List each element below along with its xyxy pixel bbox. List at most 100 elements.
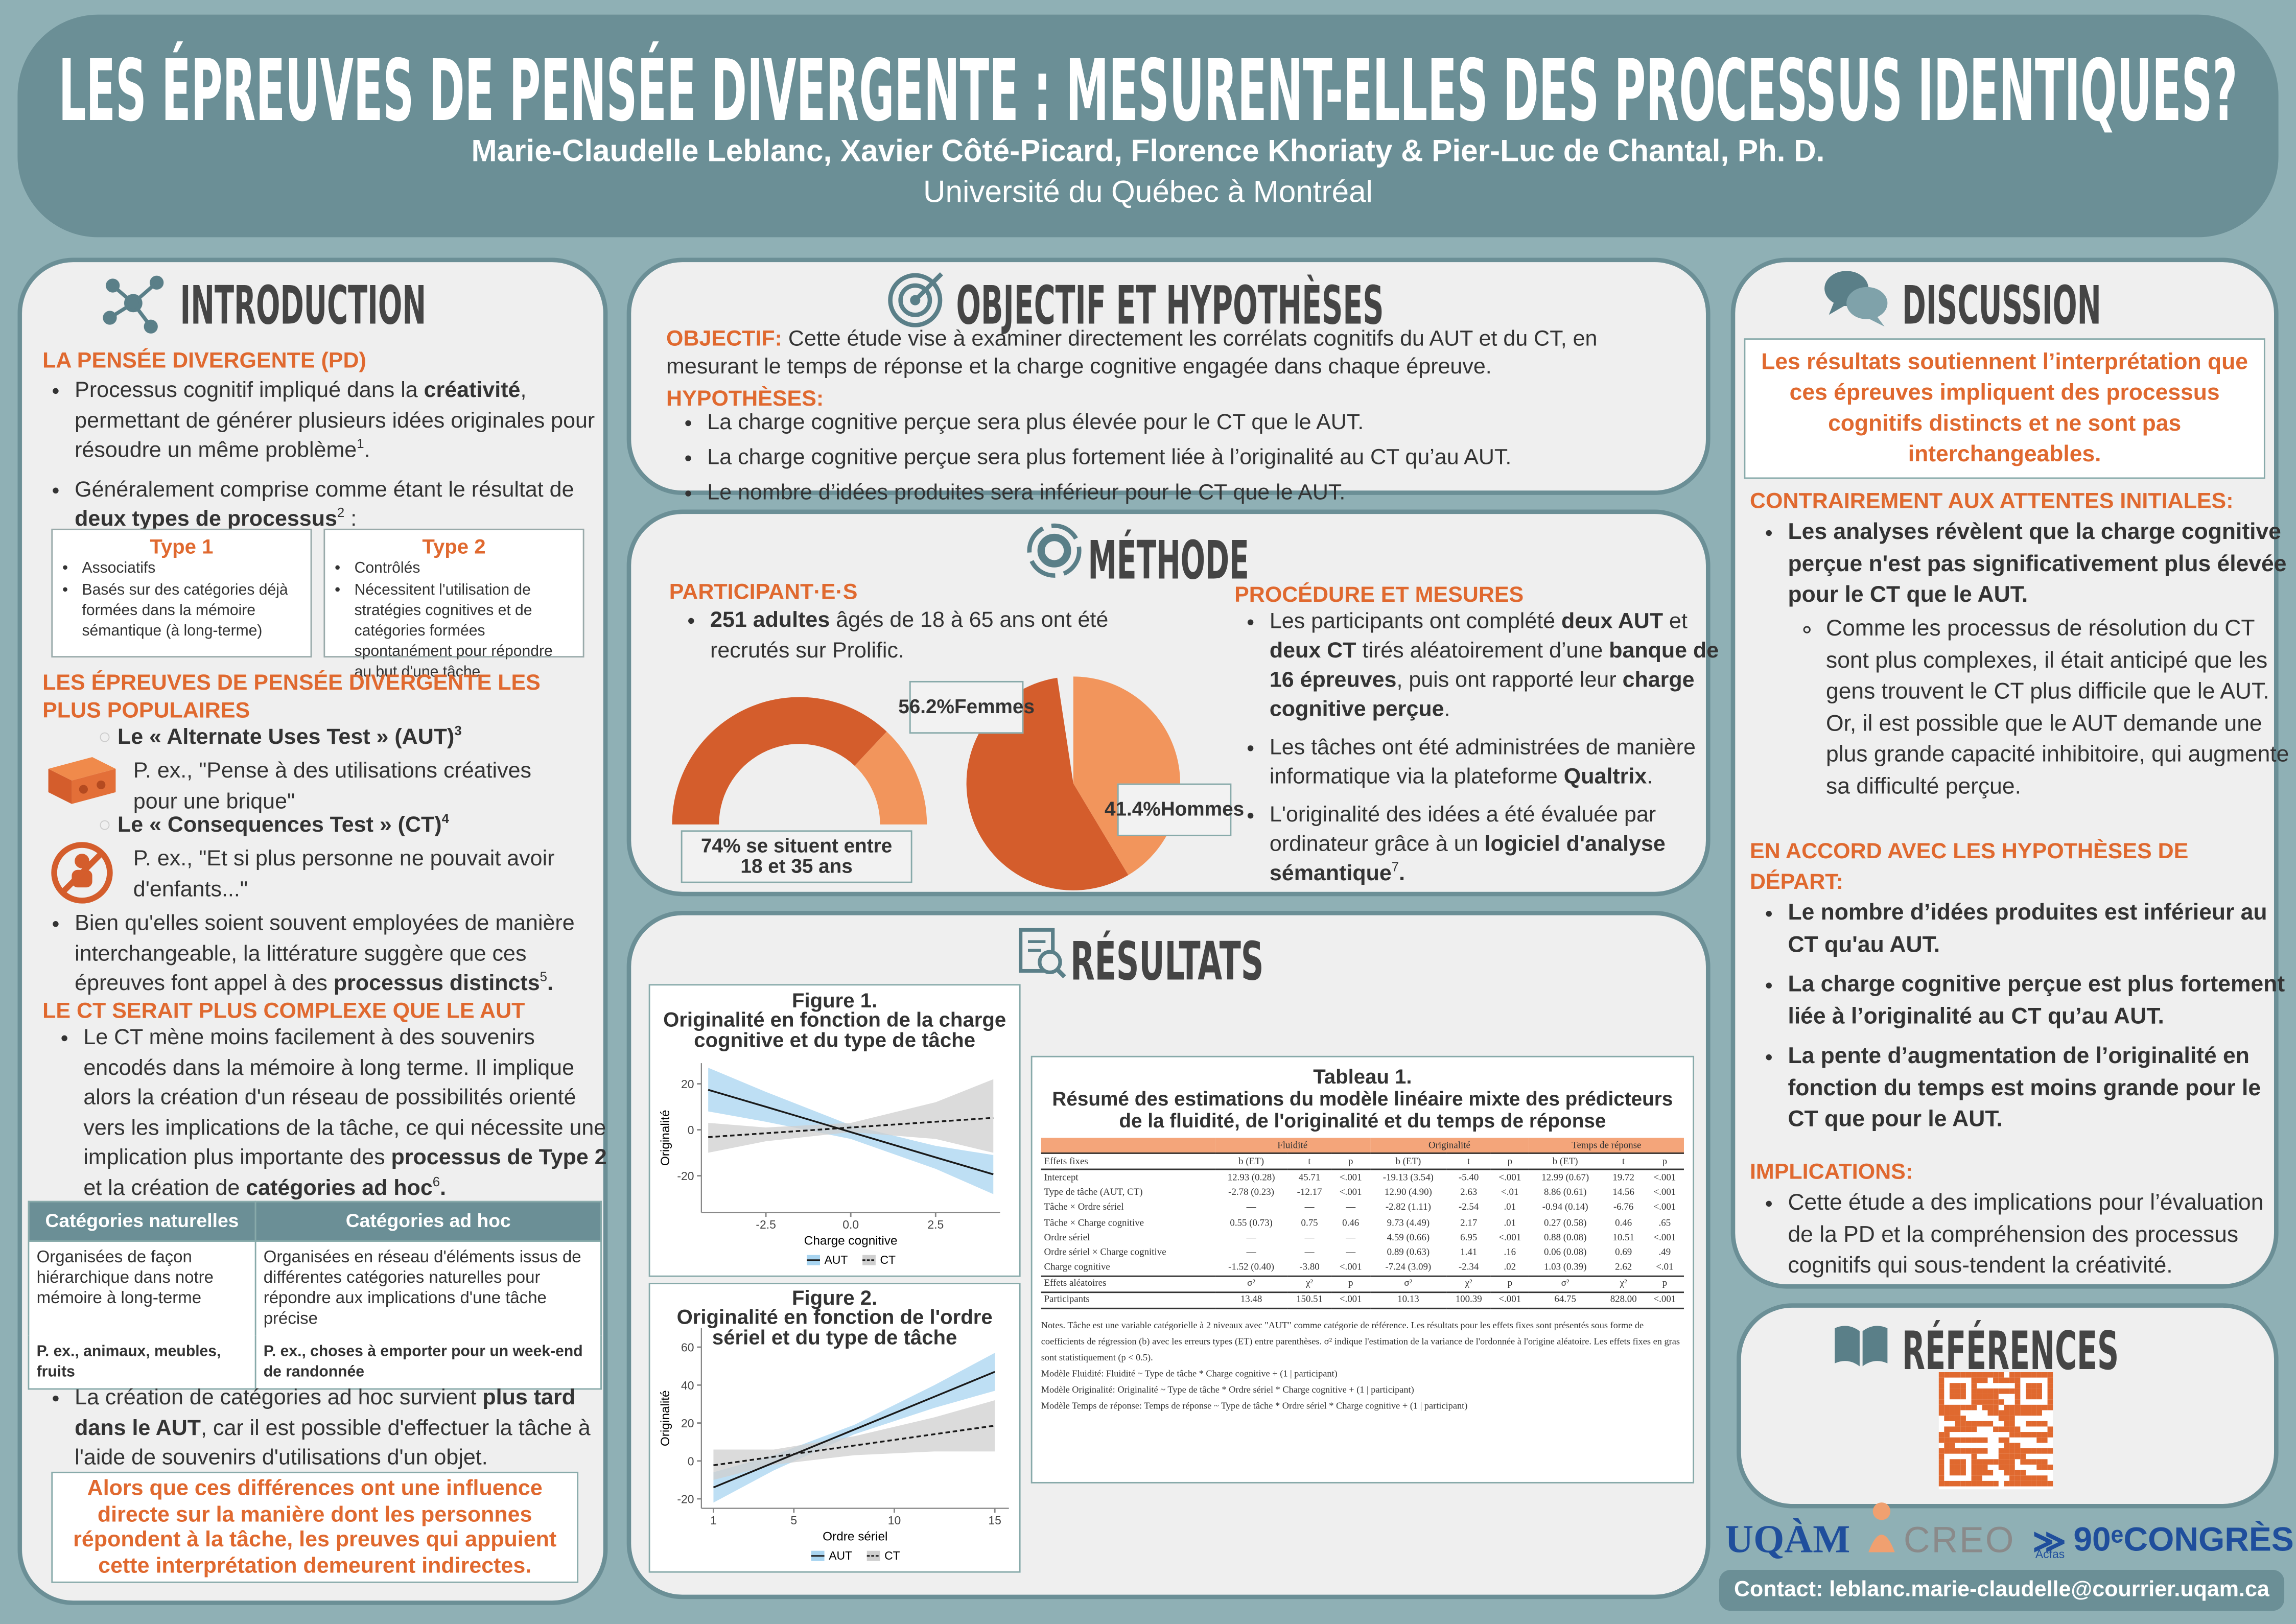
qr-cell (2036, 1410, 2042, 1416)
y-tick-label: 60 (681, 1341, 694, 1354)
qr-cell (2009, 1470, 2015, 1476)
qr-cell (1971, 1383, 1977, 1388)
qr-cell (1960, 1459, 1966, 1465)
figure-subtitle: Originalité en fonction de la charge cog… (663, 1007, 1006, 1052)
section-heading: RÉFÉRENCES (1902, 1320, 2119, 1382)
table-cell: σ² (1561, 1279, 1569, 1289)
bold-run: banque de 16 épreuves (1269, 638, 1719, 693)
heading-svg: OBJECTIF ET HYPOTHÈSES (956, 274, 1384, 336)
y-tick-label: -20 (677, 1169, 694, 1183)
table-cell: -2.34 (1458, 1262, 1479, 1273)
qr-cell (1938, 1394, 1944, 1400)
qr-cell (1938, 1404, 1944, 1410)
qr-cell (1938, 1399, 1944, 1405)
qr-cell (2042, 1421, 2048, 1427)
qr-cell (2009, 1426, 2015, 1432)
bullet-item: La pente d’augmentation de l’originalité… (1788, 1041, 2291, 1136)
qr-cell (2014, 1448, 2021, 1454)
confidence-band (708, 1079, 994, 1153)
qr-cell (1977, 1372, 1982, 1378)
test-example: P. ex., "Et si plus personne ne pouvait … (133, 846, 555, 902)
qr-cell (1944, 1372, 1950, 1378)
qr-cell (1987, 1421, 1994, 1427)
type-box: Type 1 AssociatifsBasés sur des catégori… (51, 528, 312, 658)
table-cell: 10.51 (1612, 1232, 1634, 1243)
qr-cell (1955, 1437, 1961, 1443)
qr-cell (1998, 1388, 2004, 1394)
qr-cell (2020, 1480, 2026, 1487)
table-cell: 0.88 (0.08) (1543, 1232, 1587, 1243)
table-cell: .16 (1504, 1248, 1516, 1258)
qr-cell (1960, 1404, 1966, 1410)
qr-cell (1982, 1464, 1988, 1470)
qr-cell (1949, 1388, 1955, 1394)
qr-cell (2042, 1448, 2048, 1454)
qr-cell (2047, 1404, 2053, 1410)
table-note: Modèle Temps de réponse: Temps de répons… (1041, 1401, 1468, 1412)
qr-cell (2004, 1426, 2010, 1432)
qr-cell (2031, 1383, 2037, 1388)
affiliation: Université du Québec à Montréal (923, 175, 1373, 209)
qr-cell (2036, 1475, 2042, 1481)
qr-cell (1938, 1432, 1944, 1438)
qr-cell (2031, 1410, 2037, 1416)
bullet-item: Comme les processus de résolution du CT … (1826, 614, 2291, 803)
x-axis-label: Charge cognitive (804, 1234, 898, 1248)
qr-cell (1965, 1372, 1972, 1378)
qr-cell (2031, 1459, 2037, 1465)
qr-cell (1971, 1421, 1977, 1427)
qr-cell (2047, 1394, 2053, 1400)
bullet-list: Bien qu'elles soient souvent employées d… (42, 909, 616, 1008)
figure-1: Figure 1. Originalité en fonction de la … (648, 984, 1021, 1277)
confidence-band (713, 1400, 995, 1480)
logo-uqam: UQÀM (1725, 1517, 1850, 1561)
table-cell: <.001 (1653, 1295, 1676, 1306)
qr-cell (2020, 1448, 2026, 1454)
qr-cell (1977, 1421, 1982, 1427)
qr-cell (1998, 1437, 2004, 1443)
qr-cell (1977, 1448, 1982, 1454)
table-cell: 2.62 (1615, 1262, 1632, 1273)
qr-cell (2020, 1410, 2026, 1416)
qr-cell (1955, 1383, 1961, 1388)
table-cell: p (1348, 1156, 1353, 1167)
qr-cell (1965, 1404, 1972, 1410)
bold-run: 251 adultes (710, 607, 830, 633)
text-run: La création de catégories ad hoc survien… (75, 1385, 483, 1410)
bold-run: deux AUT (1561, 609, 1664, 634)
qr-cell (1987, 1410, 1994, 1416)
qr-cell (1977, 1475, 1982, 1481)
qr-cell (1982, 1470, 1988, 1476)
bullet-list: Cette étude a des implications pour l’év… (1755, 1188, 2291, 1291)
qr-cell (2004, 1464, 2010, 1470)
qr-cell (1965, 1480, 1972, 1487)
table-cell: p (1348, 1279, 1353, 1289)
objective: OBJECTIF: Cette étude vise à examiner di… (666, 326, 1662, 381)
text-run: Généralement comprise comme étant le rés… (75, 477, 574, 502)
table-row: Charge cognitive -1.52 (0.40) -3.80 <.001 -7… (1041, 1260, 1684, 1276)
pie-category: Femmes (954, 695, 1035, 718)
table-cell: — (1346, 1232, 1356, 1243)
table-cell: 2.17 (1460, 1217, 1478, 1228)
bullet-item: La charge cognitive perçue sera plus éle… (707, 410, 1703, 437)
table-cell: <.001 (1339, 1262, 1362, 1273)
qr-cell (2020, 1372, 2026, 1378)
qr-cell (2026, 1404, 2031, 1410)
table-cell: 0.69 (1615, 1248, 1632, 1258)
qr-cell (2047, 1464, 2053, 1470)
qr-cell (1938, 1480, 1944, 1487)
introduction-panel: INTRODUCTION LA PENSÉE DIVERGENTE (PD) P… (17, 257, 608, 1605)
qr-cell (1987, 1480, 1994, 1487)
subheading: LES ÉPREUVES DE PENSÉE DIVERGENTE LES PL… (42, 670, 541, 724)
qr-cell (2009, 1388, 2015, 1394)
qr-cell (2036, 1459, 2042, 1465)
group-header: Originalité (1428, 1140, 1470, 1150)
text-run: et la création de (83, 1175, 246, 1201)
qr-cell (1998, 1416, 2004, 1421)
qr-cell (1944, 1443, 1950, 1449)
bold-run: Qualtrix (1563, 764, 1647, 790)
qr-cell (1998, 1453, 2004, 1460)
subheading: LA PENSÉE DIVERGENTE (PD) (42, 348, 366, 373)
qr-cell (2009, 1480, 2015, 1487)
qr-cell (1971, 1388, 1977, 1394)
